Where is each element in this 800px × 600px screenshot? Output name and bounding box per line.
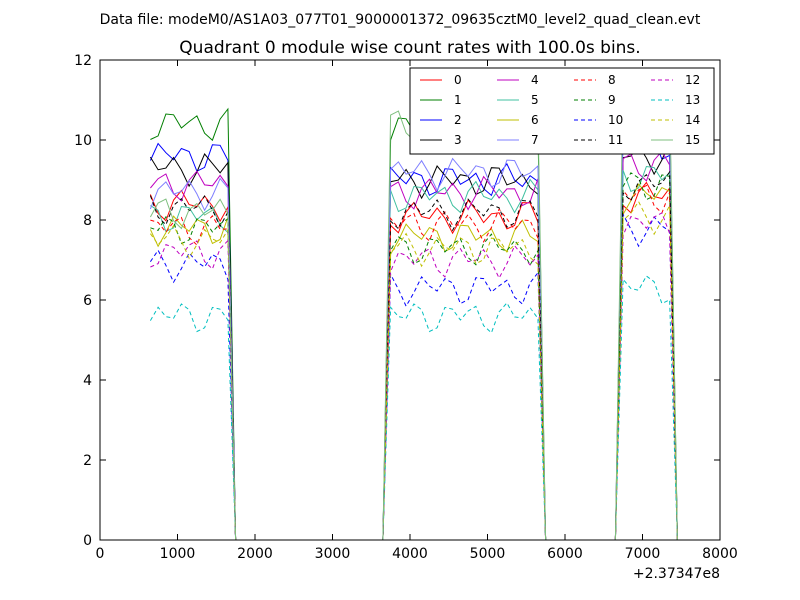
chart-suptitle: Data file: modeM0/AS1A03_077T01_90000013… bbox=[100, 12, 701, 28]
legend-label-15: 15 bbox=[685, 133, 700, 147]
y-tick-label: 8 bbox=[83, 213, 92, 229]
legend-label-1: 1 bbox=[454, 93, 462, 107]
legend-label-5: 5 bbox=[531, 93, 539, 107]
x-tick-label: 8000 bbox=[702, 546, 738, 562]
y-tick-label: 2 bbox=[83, 453, 92, 469]
legend-label-9: 9 bbox=[608, 93, 616, 107]
y-tick-label: 10 bbox=[74, 133, 92, 149]
x-tick-label: 4000 bbox=[392, 546, 428, 562]
chart-title: Quadrant 0 module wise count rates with … bbox=[179, 38, 640, 58]
x-tick-label: 3000 bbox=[315, 546, 351, 562]
y-tick-label: 12 bbox=[74, 53, 92, 69]
legend-label-8: 8 bbox=[608, 73, 616, 87]
legend-label-14: 14 bbox=[685, 113, 700, 127]
y-tick-label: 0 bbox=[83, 533, 92, 549]
legend-label-2: 2 bbox=[454, 113, 462, 127]
x-tick-label: 1000 bbox=[160, 546, 196, 562]
y-tick-label: 4 bbox=[83, 373, 92, 389]
tick-layer: 0 1000 2000 3000 4000 5000 6000 7000 80000246810… bbox=[74, 53, 738, 562]
legend-label-4: 4 bbox=[531, 73, 539, 87]
x-tick-label: 7000 bbox=[625, 546, 661, 562]
legend-label-11: 11 bbox=[608, 133, 623, 147]
x-tick-label: 2000 bbox=[237, 546, 273, 562]
x-tick-label: 6000 bbox=[547, 546, 583, 562]
legend-label-0: 0 bbox=[454, 73, 462, 87]
legend-label-10: 10 bbox=[608, 113, 623, 127]
x-tick-label: 5000 bbox=[470, 546, 506, 562]
y-tick-label: 6 bbox=[83, 293, 92, 309]
x-tick-label: 0 bbox=[96, 546, 105, 562]
x-offset-label: +2.37347e8 bbox=[633, 566, 720, 582]
legend-label-3: 3 bbox=[454, 133, 462, 147]
legend-label-7: 7 bbox=[531, 133, 539, 147]
legend-label-6: 6 bbox=[531, 113, 539, 127]
legend-label-13: 13 bbox=[685, 93, 700, 107]
legend-label-12: 12 bbox=[685, 73, 700, 87]
